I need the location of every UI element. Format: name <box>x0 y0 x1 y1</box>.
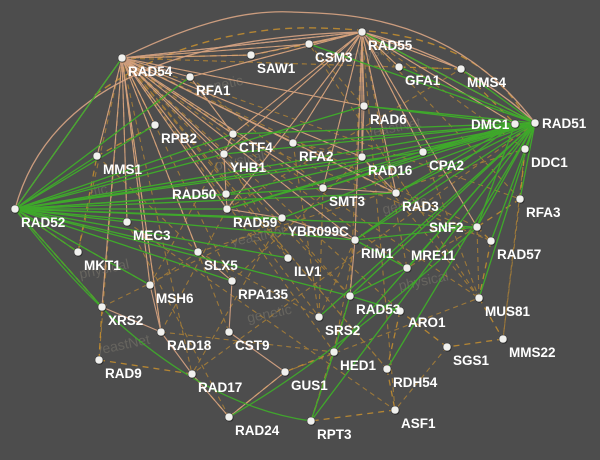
svg-text:SRS2: SRS2 <box>325 323 360 338</box>
svg-text:RAD24: RAD24 <box>235 423 280 438</box>
svg-text:MRE11: MRE11 <box>411 248 456 263</box>
svg-text:CSM3: CSM3 <box>315 50 353 65</box>
svg-text:HED1: HED1 <box>340 358 377 373</box>
svg-text:RAD17: RAD17 <box>198 380 242 395</box>
svg-text:SGS1: SGS1 <box>453 353 490 368</box>
svg-text:DDC1: DDC1 <box>531 155 568 170</box>
svg-text:RAD57: RAD57 <box>497 247 541 262</box>
svg-text:RFA3: RFA3 <box>526 205 561 220</box>
svg-text:SMT3: SMT3 <box>329 194 365 209</box>
svg-text:RFA2: RFA2 <box>299 149 334 164</box>
svg-text:RPT3: RPT3 <box>317 427 352 442</box>
svg-text:RFA1: RFA1 <box>196 83 231 98</box>
svg-text:CPA2: CPA2 <box>429 158 464 173</box>
svg-text:RAD18: RAD18 <box>167 338 212 353</box>
svg-text:YHB1: YHB1 <box>230 160 267 175</box>
svg-text:MMS1: MMS1 <box>103 162 142 177</box>
svg-text:RAD51: RAD51 <box>542 116 587 131</box>
svg-text:RPB2: RPB2 <box>161 131 197 146</box>
svg-text:ASF1: ASF1 <box>401 416 436 431</box>
svg-text:RAD59: RAD59 <box>233 215 277 230</box>
svg-text:XRS2: XRS2 <box>108 313 143 328</box>
svg-text:SNF2: SNF2 <box>429 220 464 235</box>
svg-text:ARO1: ARO1 <box>408 315 446 330</box>
svg-text:RAD53: RAD53 <box>356 302 401 317</box>
svg-text:CST9: CST9 <box>235 338 270 353</box>
svg-text:YBR099C: YBR099C <box>288 224 349 239</box>
svg-text:RAD52: RAD52 <box>21 215 65 230</box>
svg-text:RPA135: RPA135 <box>238 287 289 302</box>
svg-text:MSH6: MSH6 <box>156 291 194 306</box>
svg-text:RAD55: RAD55 <box>368 38 413 53</box>
svg-text:RDH54: RDH54 <box>393 375 438 390</box>
svg-text:MUS81: MUS81 <box>485 304 531 319</box>
svg-text:CTF4: CTF4 <box>239 140 273 155</box>
svg-text:MMS4: MMS4 <box>467 75 506 90</box>
svg-text:GFA1: GFA1 <box>405 73 441 88</box>
svg-text:DMC1: DMC1 <box>471 117 510 132</box>
svg-text:MMS22: MMS22 <box>509 345 556 360</box>
svg-text:GUS1: GUS1 <box>291 378 328 393</box>
svg-text:RIM1: RIM1 <box>361 246 394 261</box>
svg-text:MEC3: MEC3 <box>133 228 171 243</box>
svg-text:RAD9: RAD9 <box>105 366 142 381</box>
svg-text:MKT1: MKT1 <box>84 258 121 273</box>
svg-text:SAW1: SAW1 <box>257 61 296 76</box>
svg-text:ILV1: ILV1 <box>294 264 322 279</box>
svg-text:RAD50: RAD50 <box>172 187 216 202</box>
svg-text:RAD54: RAD54 <box>128 64 173 79</box>
svg-text:RAD3: RAD3 <box>402 199 439 214</box>
svg-text:RAD6: RAD6 <box>370 112 407 127</box>
svg-text:SLX5: SLX5 <box>204 258 238 273</box>
svg-text:RAD16: RAD16 <box>368 163 413 178</box>
